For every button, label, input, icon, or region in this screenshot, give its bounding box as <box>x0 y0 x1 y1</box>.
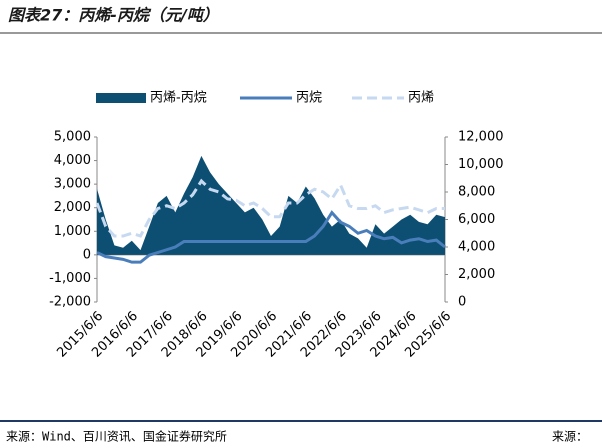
y2-tick-label: 10,000 <box>458 157 504 172</box>
y2-tick-label: 2,000 <box>458 267 495 282</box>
y2-tick-label: 8,000 <box>458 185 495 200</box>
legend-swatch <box>96 93 146 103</box>
legend-label: 丙烯-丙烷 <box>150 91 207 106</box>
y-tick-label: -1,000 <box>49 271 91 286</box>
source: 来源：Wind、百川资讯、国金证券研究所 <box>6 429 227 444</box>
y-tick-label: 0 <box>83 247 91 262</box>
y2-tick-label: 4,000 <box>458 240 495 255</box>
y2-tick-label: 0 <box>458 295 466 310</box>
chart-title: 图表27：丙烯-丙烷（元/吨） <box>8 6 219 25</box>
spread-area <box>97 155 445 255</box>
y-tick-label: 1,000 <box>54 224 91 239</box>
y-tick-label: -2,000 <box>49 295 91 310</box>
y2-tick-label: 12,000 <box>458 130 504 145</box>
y-tick-label: 3,000 <box>54 177 91 192</box>
line <box>96 210 446 264</box>
dashed-line <box>95 178 445 238</box>
legend-label: 丙烷 <box>296 91 322 106</box>
legend-label: 丙烯 <box>408 91 434 106</box>
y-tick-label: 5,000 <box>54 130 91 145</box>
y2-tick-label: 6,000 <box>458 212 495 227</box>
y-tick-label: 2,000 <box>54 200 91 215</box>
y-tick-label: 4,000 <box>54 153 91 168</box>
source-right: 来源： <box>552 430 588 444</box>
